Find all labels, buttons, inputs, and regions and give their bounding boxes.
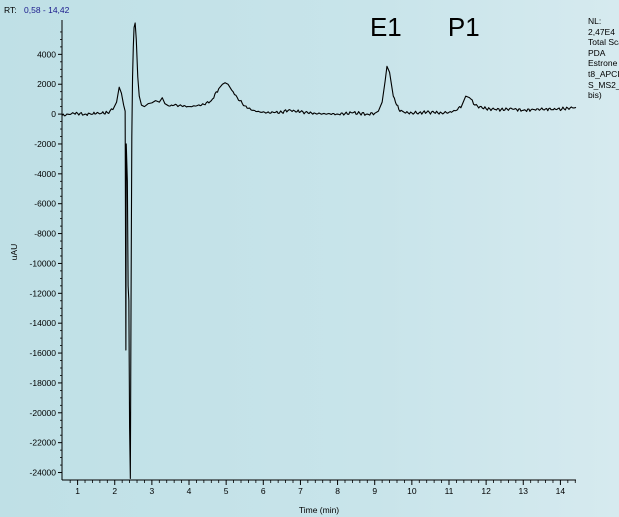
x-tick-label: 10 bbox=[407, 486, 417, 496]
scan-info-line: Estrone bbox=[588, 58, 618, 69]
scan-info-line: PDA bbox=[588, 47, 606, 58]
x-tick-label: 3 bbox=[150, 486, 155, 496]
y-axis-title: uAU bbox=[9, 244, 19, 261]
x-tick-label: 12 bbox=[481, 486, 491, 496]
x-tick-label: 1 bbox=[75, 486, 80, 496]
y-tick-label: -18000 bbox=[30, 378, 57, 388]
y-tick-label: 4000 bbox=[37, 49, 56, 59]
y-tick-label: -14000 bbox=[30, 318, 57, 328]
x-tick-label: 9 bbox=[372, 486, 377, 496]
x-tick-label: 7 bbox=[298, 486, 303, 496]
rt-range-value: 0,58 - 14,42 bbox=[24, 5, 70, 15]
peak-annotation-e1: E1 bbox=[370, 12, 402, 42]
x-tick-label: 13 bbox=[519, 486, 529, 496]
x-axis-title: Time (min) bbox=[299, 505, 339, 515]
y-tick-label: -4000 bbox=[34, 169, 56, 179]
x-axis-ticks: 1 2 3 4 5 6 7 8 9 10 11 12 13 14 bbox=[69, 480, 576, 496]
y-tick-label: -16000 bbox=[30, 348, 57, 358]
peak-annotation-p1: P1 bbox=[448, 12, 480, 42]
x-tick-label: 4 bbox=[187, 486, 192, 496]
scan-info-line: S_MS2_N( bbox=[588, 79, 619, 90]
x-tick-label: 5 bbox=[224, 486, 229, 496]
y-axis-ticks: 4000 2000 0 -2000 -4000 -6000 -8000 -10000 -1200… bbox=[30, 31, 62, 478]
scan-info-line: t8_APCI_M bbox=[588, 68, 619, 79]
rt-range-label: RT: 0,58 - 14,42 bbox=[4, 5, 70, 15]
y-tick-label: 2000 bbox=[37, 79, 56, 89]
y-tick-label: -10000 bbox=[30, 258, 57, 268]
chromatogram-trace bbox=[61, 22, 577, 480]
x-tick-label: 2 bbox=[112, 486, 117, 496]
x-tick-label: 6 bbox=[261, 486, 266, 496]
x-tick-label: 14 bbox=[556, 486, 566, 496]
y-tick-label: -22000 bbox=[30, 438, 57, 448]
y-tick-label: -2000 bbox=[34, 139, 56, 149]
y-tick-label: 0 bbox=[51, 109, 56, 119]
scan-info-line: NL: bbox=[588, 16, 602, 26]
x-tick-label: 8 bbox=[335, 486, 340, 496]
scan-info-line: 2,47E4 bbox=[588, 26, 615, 37]
y-tick-label: -8000 bbox=[34, 229, 56, 239]
y-tick-label: -6000 bbox=[34, 199, 56, 209]
peak-annotations: E1 P1 bbox=[370, 12, 480, 42]
scan-info-line: Total Scan bbox=[588, 37, 619, 48]
x-tick-label: 11 bbox=[445, 486, 454, 496]
scan-info-line: bis) bbox=[588, 90, 602, 101]
y-tick-label: -20000 bbox=[30, 408, 57, 418]
rt-prefix: RT: bbox=[4, 5, 17, 15]
y-tick-label: -12000 bbox=[30, 288, 57, 298]
y-tick-label: -24000 bbox=[30, 468, 57, 478]
